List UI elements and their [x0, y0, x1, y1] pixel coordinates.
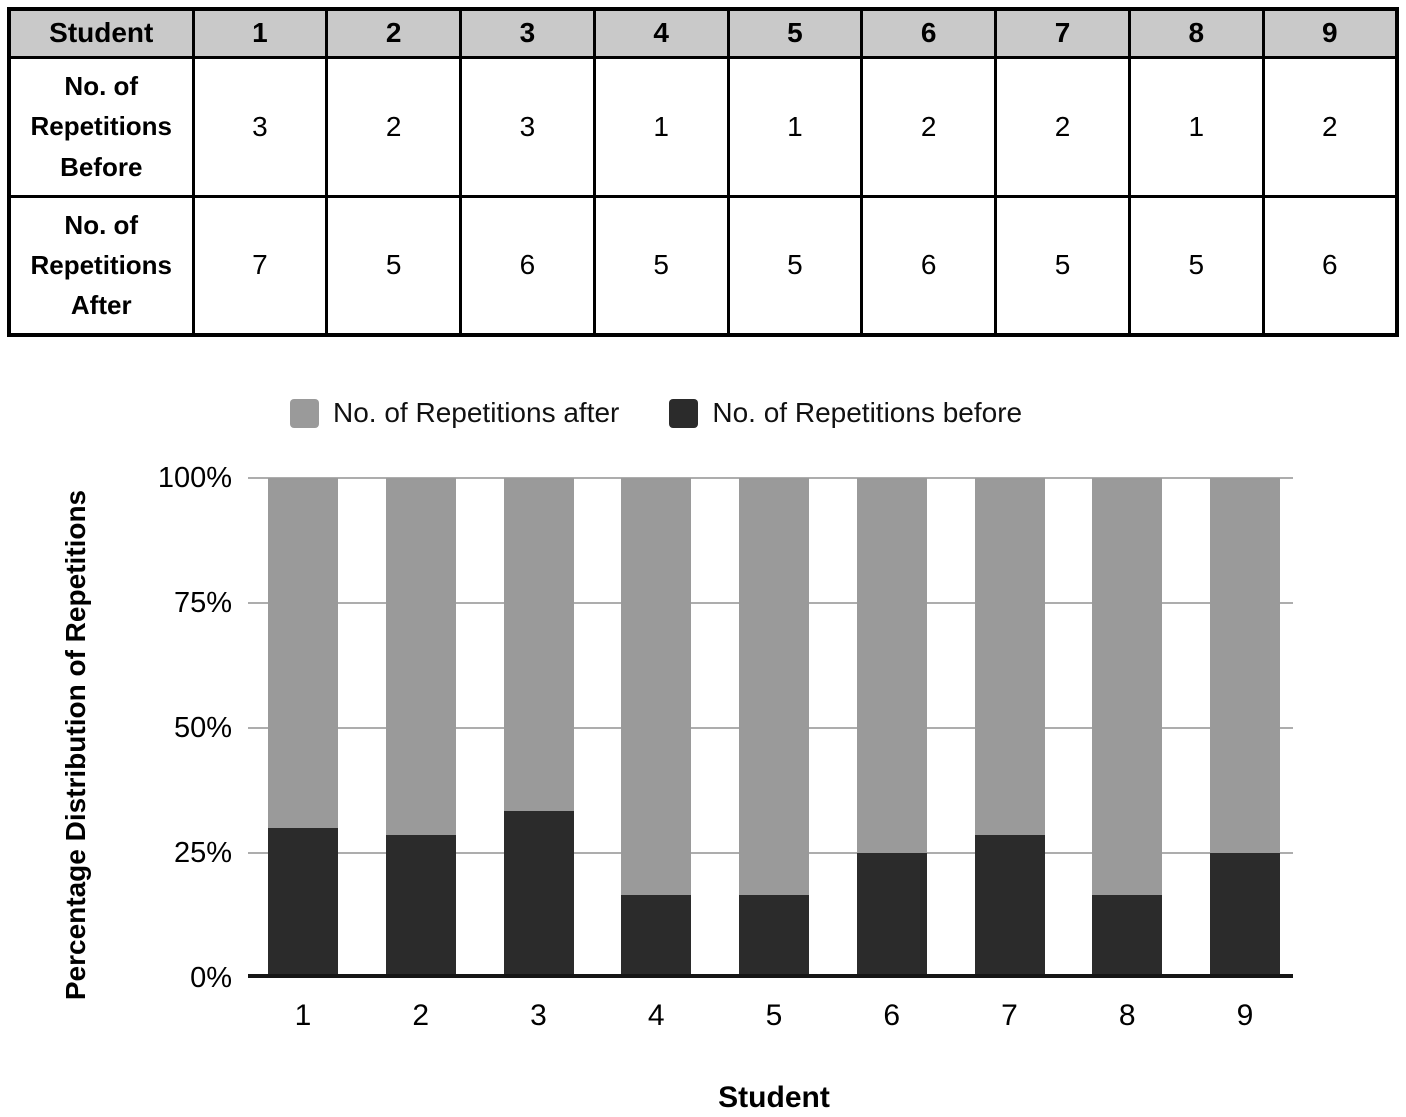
table-data-cell: 6	[459, 194, 596, 337]
bar-group-student-4	[621, 478, 692, 978]
table-data-cell: 6	[860, 194, 998, 337]
x-tick-label: 1	[294, 999, 312, 1032]
table-data-cell: 2	[860, 55, 998, 198]
table-header-cell: 8	[1127, 7, 1265, 59]
bar-segment-after	[1210, 478, 1280, 853]
table-data-cell: 1	[592, 55, 730, 198]
bar-segment-after	[621, 478, 692, 895]
table-header-cell: 6	[860, 7, 998, 59]
legend-item-before: No. of Repetitions before	[669, 397, 1022, 429]
bar-segment-after	[268, 478, 338, 828]
y-tick-label: 0%	[190, 962, 232, 994]
bar-segment-before	[268, 828, 338, 978]
table-data-cell: 3	[459, 55, 596, 198]
bar-group-student-1	[268, 478, 338, 978]
bar-segment-before	[974, 835, 1045, 978]
legend-label-before: No. of Repetitions before	[712, 397, 1023, 428]
bar-segment-after	[385, 478, 456, 836]
chart-legend: No. of Repetitions after No. of Repetiti…	[290, 397, 1022, 429]
table-data-cell: 2	[325, 55, 463, 198]
table-header-student: Student	[7, 7, 195, 59]
bars-container	[255, 478, 1293, 978]
table-header-cell: 3	[459, 7, 596, 59]
y-tick-label: 25%	[173, 837, 232, 869]
bar-group-student-7	[974, 478, 1045, 978]
y-axis-title: Percentage Distribution of Repetitions	[60, 489, 91, 1001]
plot-area: Percentage Distribution of Repetitions 1…	[60, 462, 1293, 1114]
table-header-cell: 4	[592, 7, 730, 59]
bar-segment-before	[1092, 894, 1163, 978]
x-tick-label: 4	[647, 999, 665, 1032]
table-data-cell: 5	[1127, 194, 1265, 337]
x-tick-label: 9	[1236, 999, 1254, 1032]
table-data-cell: 1	[1127, 55, 1265, 198]
bar-segment-after	[1092, 478, 1163, 895]
bar-group-student-9	[1210, 478, 1280, 978]
x-axis-title: Student	[718, 1081, 830, 1114]
bar-group-student-3	[503, 478, 574, 978]
table-data-cell: 5	[994, 194, 1131, 337]
table-data-cell: 1	[726, 55, 864, 198]
legend-swatch-after-icon	[290, 398, 319, 428]
table-data-cell: 6	[1261, 194, 1399, 337]
bar-group-student-8	[1092, 478, 1163, 978]
table-data-cell: 3	[191, 55, 329, 198]
bar-segment-after	[856, 478, 927, 853]
legend-swatch-before-icon	[669, 398, 699, 428]
table-header-cell: 7	[994, 7, 1131, 59]
y-tick-label: 75%	[173, 587, 232, 619]
bar-segment-before	[385, 835, 456, 978]
table-data-cell: 2	[1261, 55, 1399, 198]
x-tick-label: 7	[1001, 999, 1018, 1032]
table-header-cell: 2	[325, 7, 463, 59]
row-label-after: No. of Repetitions After	[7, 194, 195, 337]
x-tick-label: 3	[530, 999, 547, 1032]
table-data-cell: 2	[994, 55, 1131, 198]
bar-segment-before	[856, 853, 927, 978]
x-tick-label: 6	[883, 999, 901, 1032]
y-tick-label: 50%	[173, 712, 232, 744]
bar-group-student-2	[385, 478, 456, 978]
bar-segment-before	[503, 811, 574, 978]
legend-item-after: No. of Repetitions after	[290, 397, 619, 429]
bar-group-student-5	[739, 478, 809, 978]
bar-group-student-6	[856, 478, 927, 978]
bar-segment-before	[739, 894, 809, 978]
table-data-cell: 5	[325, 194, 463, 337]
bar-segment-after	[739, 478, 809, 895]
row-label-before: No. of Repetitions Before	[7, 55, 195, 198]
table-data-cell: 5	[592, 194, 730, 337]
bar-segment-before	[1210, 853, 1280, 978]
table-header-cell: 1	[191, 7, 329, 59]
x-tick-label: 5	[765, 999, 783, 1032]
x-axis-line	[248, 974, 1293, 978]
grid-line	[248, 477, 1293, 479]
bar-segment-before	[621, 894, 692, 978]
x-tick-labels: 1 2 3 4 5 6 7 8 9	[255, 999, 1293, 1033]
x-tick-label: 2	[412, 999, 430, 1032]
bar-segment-after	[503, 478, 574, 812]
y-tick-label: 100%	[157, 462, 232, 494]
x-tick-label: 8	[1118, 999, 1136, 1032]
table-data-cell: 5	[726, 194, 864, 337]
table-header-cell: 5	[726, 7, 864, 59]
bar-segment-after	[974, 478, 1045, 836]
table-header-cell: 9	[1261, 7, 1399, 59]
table-data-cell: 7	[191, 194, 329, 337]
legend-label-after: No. of Repetitions after	[333, 397, 620, 428]
